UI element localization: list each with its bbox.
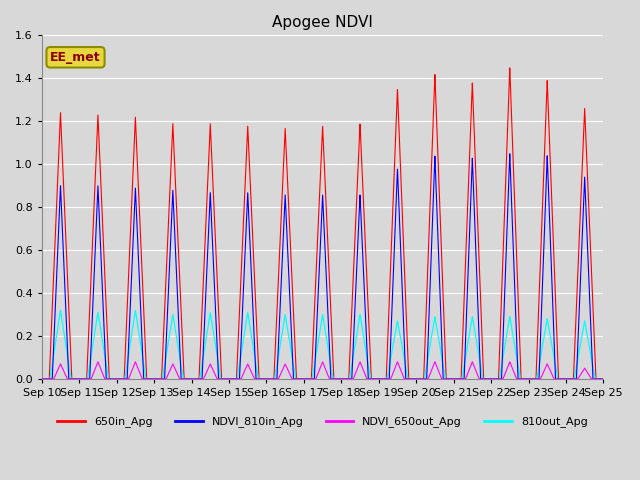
Legend: 650in_Apg, NDVI_810in_Apg, NDVI_650out_Apg, 810out_Apg: 650in_Apg, NDVI_810in_Apg, NDVI_650out_A… <box>53 412 592 432</box>
Text: EE_met: EE_met <box>50 51 101 64</box>
Title: Apogee NDVI: Apogee NDVI <box>272 15 373 30</box>
